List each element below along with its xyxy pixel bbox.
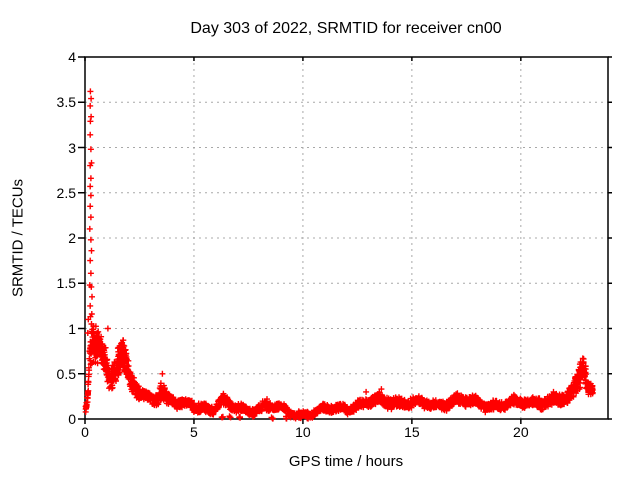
x-axis-label: GPS time / hours xyxy=(288,453,404,470)
x-tick-label: 20 xyxy=(513,424,529,440)
grid-lines xyxy=(85,57,608,419)
y-tick-label: 3.5 xyxy=(56,94,76,111)
y-tick-label: 1 xyxy=(68,320,76,337)
y-tick-label: 4 xyxy=(68,49,76,65)
chart-title: Day 303 of 2022, SRMTID for receiver cn0… xyxy=(190,20,502,37)
x-tick-label: 5 xyxy=(190,424,198,440)
tick-marks xyxy=(78,56,612,424)
scatter-points xyxy=(82,88,596,422)
x-tick-label: 10 xyxy=(295,424,311,440)
y-tick-label: 2 xyxy=(68,230,76,246)
x-tick-label: 0 xyxy=(81,424,89,440)
x-tick-label: 15 xyxy=(404,424,420,440)
y-tick-label: 3 xyxy=(68,139,76,156)
y-tick-label: 0.5 xyxy=(56,365,76,382)
y-tick-label: 0 xyxy=(68,411,76,427)
y-tick-label: 2.5 xyxy=(56,184,76,201)
y-tick-label: 1.5 xyxy=(56,275,76,292)
